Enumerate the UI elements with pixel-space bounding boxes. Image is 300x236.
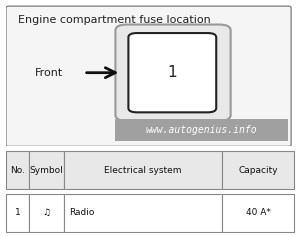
- Text: Electrical system: Electrical system: [104, 166, 182, 175]
- Bar: [29, 151, 64, 189]
- Text: 1: 1: [168, 65, 177, 80]
- FancyBboxPatch shape: [6, 6, 291, 146]
- Text: No.: No.: [10, 166, 25, 175]
- Text: www.autogenius.info: www.autogenius.info: [146, 125, 258, 135]
- Text: Symbol: Symbol: [29, 166, 63, 175]
- Text: 1: 1: [15, 208, 20, 217]
- Text: Engine compartment fuse location: Engine compartment fuse location: [17, 15, 210, 25]
- Text: Radio: Radio: [69, 208, 95, 217]
- Text: Capacity: Capacity: [238, 166, 278, 175]
- Text: ♫: ♫: [42, 208, 50, 217]
- Text: Front: Front: [35, 68, 63, 78]
- Bar: [6, 194, 29, 232]
- Text: 40 A*: 40 A*: [246, 208, 270, 217]
- Bar: [64, 151, 222, 189]
- Bar: [222, 151, 294, 189]
- Bar: [64, 194, 222, 232]
- Bar: [222, 194, 294, 232]
- Bar: [29, 194, 64, 232]
- FancyBboxPatch shape: [128, 33, 216, 112]
- Bar: [6, 151, 29, 189]
- FancyBboxPatch shape: [116, 25, 231, 121]
- FancyBboxPatch shape: [116, 119, 288, 141]
